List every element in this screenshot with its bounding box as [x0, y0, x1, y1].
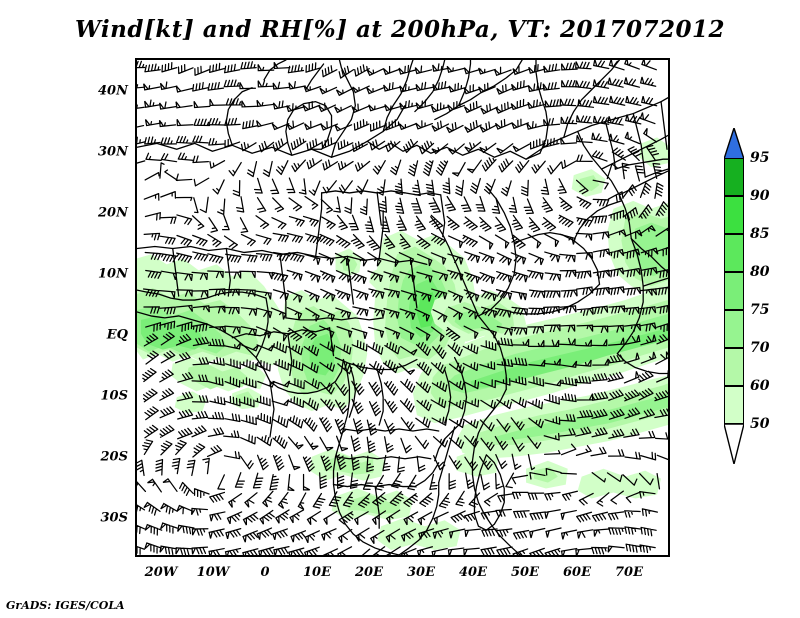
xtick-label-30E: 30E — [407, 565, 435, 580]
ytick-label-40N: 40N — [98, 83, 128, 99]
colorbar-under-arrow — [724, 424, 744, 464]
ytick-label-20N: 20N — [98, 205, 128, 221]
xtick-label-50E: 50E — [511, 565, 539, 580]
xtick-label-20W: 20W — [144, 565, 178, 580]
colorbar-label-75: 75 — [750, 302, 770, 318]
colorbar-label-70: 70 — [750, 340, 770, 356]
grads-attribution: GrADS: IGES/COLA — [6, 599, 125, 612]
xtick-label-70E: 70E — [615, 565, 643, 580]
colorbar-label-90: 90 — [750, 188, 770, 204]
ytick-10N — [135, 276, 137, 278]
colorbar-label-50: 50 — [750, 416, 770, 432]
ytick-label-10S: 10S — [100, 388, 128, 404]
ytick-10S — [135, 398, 137, 400]
colorbar-over-arrow — [724, 128, 744, 159]
ytick-30S — [135, 520, 137, 522]
xtick-label-0: 0 — [260, 565, 270, 580]
wind-barbs-layer — [137, 60, 668, 555]
ytick-EQ — [135, 337, 137, 339]
ytick-30N — [135, 154, 137, 156]
xtick-label-10W: 10W — [196, 565, 230, 580]
colorbar-band-80-85[interactable] — [724, 234, 744, 272]
ytick-label-30S: 30S — [100, 510, 128, 526]
ytick-label-10N: 10N — [98, 266, 128, 282]
colorbar-band-85-90[interactable] — [724, 196, 744, 234]
colorbar-band-90-95[interactable] — [724, 158, 744, 196]
colorbar-label-85: 85 — [750, 226, 770, 242]
ytick-40N — [135, 93, 137, 95]
map-canvas — [137, 60, 668, 555]
xtick-label-20E: 20E — [355, 565, 383, 580]
colorbar-band-70-75[interactable] — [724, 310, 744, 348]
ytick-label-EQ: EQ — [106, 327, 128, 343]
xtick-label-40E: 40E — [459, 565, 487, 580]
xtick-label-60E: 60E — [563, 565, 591, 580]
ytick-20N — [135, 215, 137, 217]
colorbar-label-95: 95 — [750, 150, 770, 166]
chart-title: Wind[kt] and RH[%] at 200hPa, VT: 201707… — [74, 16, 726, 43]
colorbar-label-60: 60 — [750, 378, 770, 394]
map-plot-area[interactable] — [135, 58, 670, 557]
ytick-label-30N: 30N — [98, 144, 128, 160]
colorbar-label-80: 80 — [750, 264, 770, 280]
colorbar-band-75-80[interactable] — [724, 272, 744, 310]
colorbar[interactable]: 95 90 85 80 75 70 60 50 — [724, 128, 769, 464]
ytick-20S — [135, 459, 137, 461]
xtick-label-10E: 10E — [303, 565, 331, 580]
ytick-label-20S: 20S — [100, 449, 128, 465]
colorbar-band-60-70[interactable] — [724, 348, 744, 386]
colorbar-band-50-60[interactable] — [724, 386, 744, 424]
